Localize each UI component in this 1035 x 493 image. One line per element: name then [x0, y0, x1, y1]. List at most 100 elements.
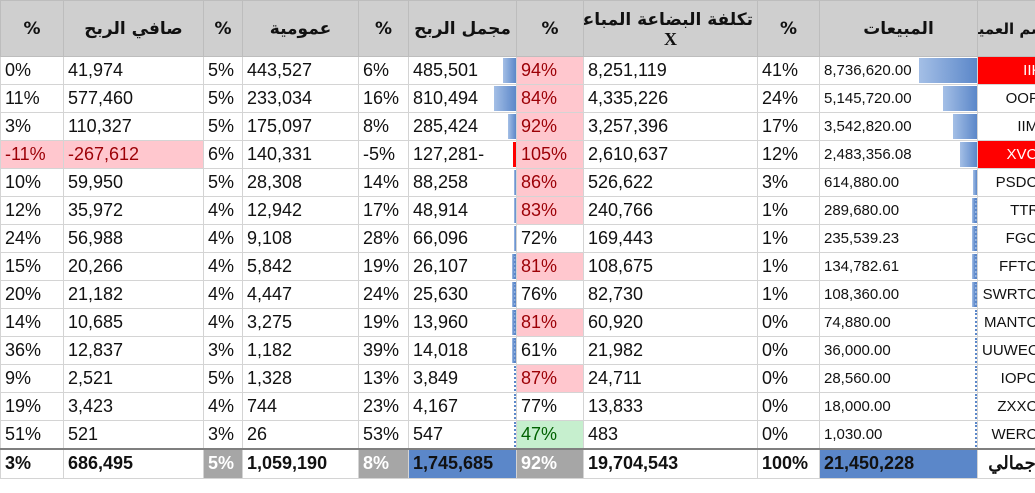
cell-net[interactable]: 20,266 — [63, 252, 204, 281]
cell-gross[interactable]: 285,424 — [408, 112, 517, 141]
cell-overhead[interactable]: 140,331 — [242, 140, 359, 169]
cell-net[interactable]: 521 — [63, 420, 204, 449]
cell-customer[interactable]: ZXXCO — [977, 392, 1035, 421]
cell-net-pct[interactable]: 3% — [0, 112, 64, 141]
cell-net-pct[interactable]: 12% — [0, 196, 64, 225]
cell-gross-pct[interactable]: 23% — [358, 392, 409, 421]
header-gross-profit[interactable]: مجمل الربح — [408, 0, 517, 57]
cell-sales[interactable]: 134,782.61 — [819, 252, 978, 281]
cell-gross[interactable]: 4,167 — [408, 392, 517, 421]
cell-sales-pct[interactable]: 3% — [757, 168, 820, 197]
totals-net[interactable]: 686,495 — [63, 447, 204, 479]
cell-overhead-pct[interactable]: 6% — [203, 140, 243, 169]
cell-cogs[interactable]: 24,711 — [583, 364, 758, 393]
cell-net[interactable]: 110,327 — [63, 112, 204, 141]
cell-overhead-pct[interactable]: 4% — [203, 224, 243, 253]
cell-cogs-pct[interactable]: 83% — [516, 196, 584, 225]
cell-cogs-pct[interactable]: 92% — [516, 112, 584, 141]
totals-overhead[interactable]: 1,059,190 — [242, 447, 359, 479]
cell-customer[interactable]: SWRTCO — [977, 280, 1035, 309]
cell-overhead-pct[interactable]: 3% — [203, 336, 243, 365]
cell-gross-pct[interactable]: 39% — [358, 336, 409, 365]
cell-gross-pct[interactable]: -5% — [358, 140, 409, 169]
cell-net[interactable]: 3,423 — [63, 392, 204, 421]
cell-gross[interactable]: 25,630 — [408, 280, 517, 309]
cell-net-pct[interactable]: 36% — [0, 336, 64, 365]
cell-sales[interactable]: 5,145,720.00 — [819, 84, 978, 113]
header-gross-pct[interactable]: % — [358, 0, 409, 57]
cell-gross[interactable]: 485,501 — [408, 56, 517, 85]
cell-cogs-pct[interactable]: 81% — [516, 252, 584, 281]
cell-sales[interactable]: 18,000.00 — [819, 392, 978, 421]
cell-customer[interactable]: UUWECO — [977, 336, 1035, 365]
cell-cogs[interactable]: 169,443 — [583, 224, 758, 253]
cell-net[interactable]: 10,685 — [63, 308, 204, 337]
cell-gross[interactable]: 88,258 — [408, 168, 517, 197]
cell-net-pct[interactable]: 14% — [0, 308, 64, 337]
cell-gross-pct[interactable]: 14% — [358, 168, 409, 197]
cell-net[interactable]: 12,837 — [63, 336, 204, 365]
header-sales[interactable]: المبيعات — [819, 0, 978, 57]
cell-cogs-pct[interactable]: 72% — [516, 224, 584, 253]
cell-customer[interactable]: IOPCO — [977, 364, 1035, 393]
totals-label[interactable]: الإجمالي — [977, 447, 1035, 479]
cell-cogs-pct[interactable]: 81% — [516, 308, 584, 337]
cell-cogs[interactable]: 4,335,226 — [583, 84, 758, 113]
cell-sales[interactable]: 74,880.00 — [819, 308, 978, 337]
cell-sales[interactable]: 36,000.00 — [819, 336, 978, 365]
header-sales-pct[interactable]: % — [757, 0, 820, 57]
totals-sales[interactable]: 21,450,228 — [819, 447, 978, 479]
cell-net[interactable]: 59,950 — [63, 168, 204, 197]
cell-sales[interactable]: 8,736,620.00 — [819, 56, 978, 85]
cell-net[interactable]: 21,182 — [63, 280, 204, 309]
cell-gross[interactable]: 810,494 — [408, 84, 517, 113]
cell-overhead[interactable]: 12,942 — [242, 196, 359, 225]
header-net-pct[interactable]: % — [0, 0, 64, 57]
totals-overhead-pct[interactable]: 5% — [203, 447, 243, 479]
cell-gross-pct[interactable]: 16% — [358, 84, 409, 113]
cell-net-pct[interactable]: 11% — [0, 84, 64, 113]
totals-gross-pct[interactable]: 8% — [358, 447, 409, 479]
cell-cogs-pct[interactable]: 84% — [516, 84, 584, 113]
cell-cogs[interactable]: 240,766 — [583, 196, 758, 225]
cell-net-pct[interactable]: 0% — [0, 56, 64, 85]
totals-cogs-pct[interactable]: 92% — [516, 447, 584, 479]
cell-net[interactable]: 35,972 — [63, 196, 204, 225]
totals-sales-pct[interactable]: 100% — [757, 447, 820, 479]
cell-overhead[interactable]: 4,447 — [242, 280, 359, 309]
cell-overhead[interactable]: 443,527 — [242, 56, 359, 85]
cell-overhead-pct[interactable]: 5% — [203, 168, 243, 197]
cell-overhead-pct[interactable]: 4% — [203, 392, 243, 421]
cell-sales[interactable]: 1,030.00 — [819, 420, 978, 449]
cell-cogs[interactable]: 82,730 — [583, 280, 758, 309]
cell-sales[interactable]: 2,483,356.08 — [819, 140, 978, 169]
cell-cogs[interactable]: 3,257,396 — [583, 112, 758, 141]
cell-overhead[interactable]: 744 — [242, 392, 359, 421]
cell-gross-pct[interactable]: 53% — [358, 420, 409, 449]
cell-sales-pct[interactable]: 0% — [757, 336, 820, 365]
cell-sales-pct[interactable]: 0% — [757, 420, 820, 449]
cell-net-pct[interactable]: 19% — [0, 392, 64, 421]
totals-net-pct[interactable]: 3% — [0, 447, 64, 479]
cell-gross-pct[interactable]: 8% — [358, 112, 409, 141]
cell-sales-pct[interactable]: 1% — [757, 280, 820, 309]
cell-overhead-pct[interactable]: 4% — [203, 280, 243, 309]
cell-gross-pct[interactable]: 19% — [358, 252, 409, 281]
cell-gross[interactable]: 66,096 — [408, 224, 517, 253]
cell-sales-pct[interactable]: 41% — [757, 56, 820, 85]
cell-cogs[interactable]: 108,675 — [583, 252, 758, 281]
totals-gross[interactable]: 1,745,685 — [408, 447, 517, 479]
cell-overhead-pct[interactable]: 3% — [203, 420, 243, 449]
cell-overhead-pct[interactable]: 5% — [203, 84, 243, 113]
totals-cogs[interactable]: 19,704,543 — [583, 447, 758, 479]
cell-customer[interactable]: PSDCO — [977, 168, 1035, 197]
cell-overhead[interactable]: 3,275 — [242, 308, 359, 337]
cell-customer[interactable]: TTRY — [977, 196, 1035, 225]
cell-sales-pct[interactable]: 1% — [757, 252, 820, 281]
cell-sales-pct[interactable]: 0% — [757, 392, 820, 421]
cell-customer[interactable]: IIMN — [977, 112, 1035, 141]
cell-gross[interactable]: 127,281- — [408, 140, 517, 169]
cell-gross-pct[interactable]: 24% — [358, 280, 409, 309]
cell-overhead[interactable]: 5,842 — [242, 252, 359, 281]
cell-customer[interactable]: OOPS — [977, 84, 1035, 113]
